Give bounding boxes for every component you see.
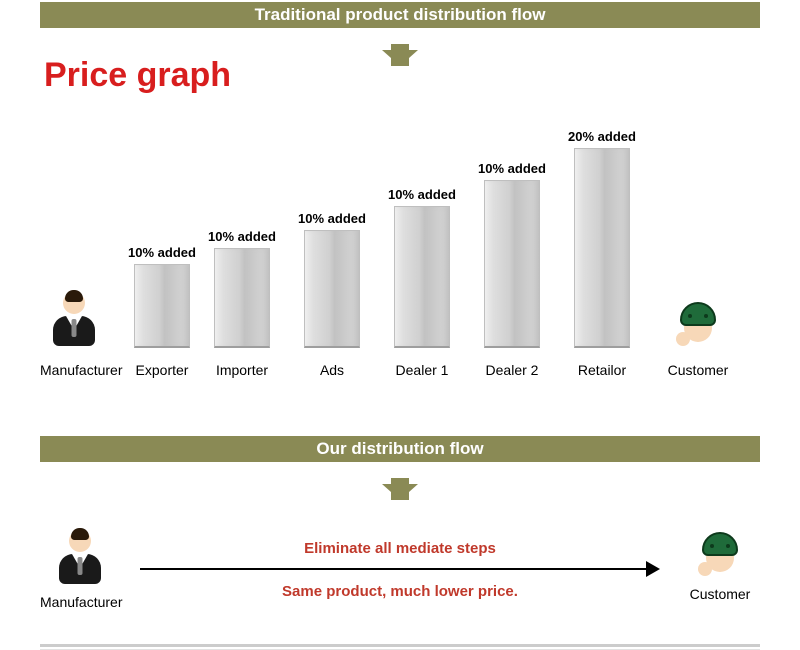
flow-left-label: Manufacturer <box>40 594 120 610</box>
axis-label: Dealer 2 <box>478 362 546 378</box>
divider <box>40 644 760 647</box>
bar-added-label: 10% added <box>128 245 196 260</box>
axis-label: Exporter <box>128 362 196 378</box>
our-banner-text: Our distribution flow <box>316 439 483 459</box>
manufacturer-icon <box>50 292 98 348</box>
bar-added-label: 10% added <box>208 229 276 244</box>
axis-label: Dealer 1 <box>388 362 456 378</box>
down-arrow-icon <box>382 50 418 66</box>
manufacturer-icon <box>56 530 104 586</box>
chart-col-manufacturer: Manufacturer <box>40 292 108 348</box>
flow-line2: Same product, much lower price. <box>140 581 660 602</box>
flow-customer: Customer <box>680 530 760 602</box>
customer-icon <box>676 300 720 348</box>
traditional-banner: Traditional product distribution flow <box>40 2 760 28</box>
axis-label: Customer <box>664 362 732 378</box>
flow-center: Eliminate all mediate steps Same product… <box>140 538 660 602</box>
bar-added-label: 10% added <box>388 187 456 202</box>
chart-col-customer: Customer <box>664 300 732 348</box>
flow-manufacturer: Manufacturer <box>40 530 120 610</box>
bar <box>304 230 360 348</box>
chart-col-retailor: 20% addedRetailor <box>568 129 636 348</box>
bar <box>134 264 190 348</box>
flow-right-label: Customer <box>680 586 760 602</box>
flow-line1: Eliminate all mediate steps <box>140 538 660 559</box>
chart-col-importer: 10% addedImporter <box>208 229 276 348</box>
our-flow-section: Our distribution flow Manufacturer Elimi… <box>0 436 800 650</box>
bar-added-label: 10% added <box>298 211 366 226</box>
bar-added-label: 20% added <box>568 129 636 144</box>
bar <box>484 180 540 348</box>
bar-added-label: 10% added <box>478 161 546 176</box>
chart-col-ads: 10% addedAds <box>298 211 366 348</box>
bar <box>574 148 630 348</box>
bar <box>214 248 270 348</box>
flow-diagram: Manufacturer Eliminate all mediate steps… <box>40 512 760 632</box>
axis-label: Manufacturer <box>40 362 108 378</box>
customer-icon <box>698 530 742 578</box>
axis-label: Retailor <box>568 362 636 378</box>
chart-col-dealer1: 10% addedDealer 1 <box>388 187 456 348</box>
axis-label: Ads <box>298 362 366 378</box>
chart-col-dealer2: 10% addedDealer 2 <box>478 161 546 348</box>
axis-label: Importer <box>208 362 276 378</box>
traditional-banner-text: Traditional product distribution flow <box>255 5 546 25</box>
long-arrow-icon <box>140 565 660 573</box>
our-banner: Our distribution flow <box>40 436 760 462</box>
chart-col-exporter: 10% addedExporter <box>128 245 196 348</box>
traditional-flow-section: Traditional product distribution flow Pr… <box>0 0 800 382</box>
down-arrow-icon <box>382 484 418 500</box>
bar <box>394 206 450 348</box>
price-chart: Manufacturer 10% addedExporter10% addedIm… <box>40 88 760 348</box>
